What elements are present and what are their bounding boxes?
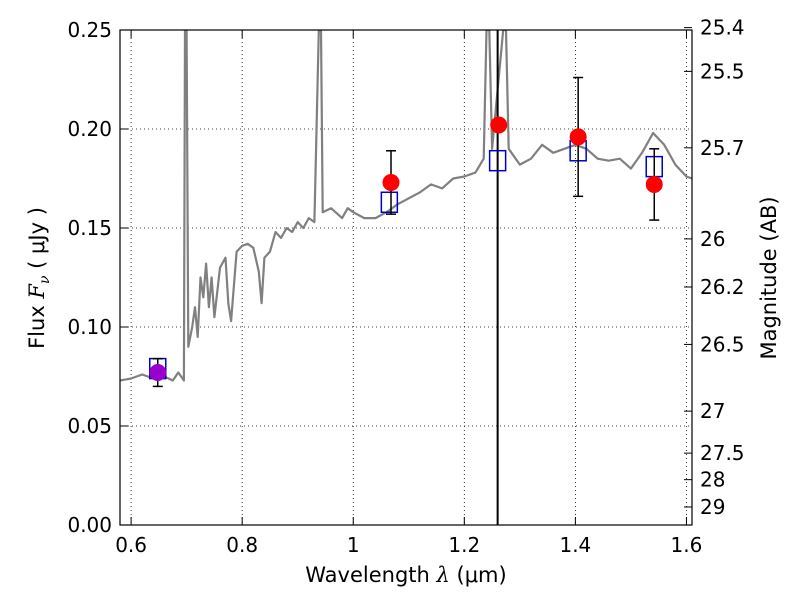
y-tick-label: 0.20 bbox=[67, 117, 112, 141]
y2-tick-label: 27.5 bbox=[700, 441, 745, 465]
x-tick-label: 1.4 bbox=[559, 533, 591, 557]
y2-tick-label: 26.2 bbox=[700, 275, 745, 299]
y-tick-label: 0.00 bbox=[67, 513, 112, 537]
y-tick-label: 0.05 bbox=[67, 414, 112, 438]
y2-tick-label: 26.5 bbox=[700, 332, 745, 356]
error-bars bbox=[152, 76, 660, 388]
model-box bbox=[380, 191, 399, 214]
plot-frame bbox=[119, 29, 693, 526]
plot-border bbox=[119, 29, 693, 526]
y-tick-label: 0.10 bbox=[67, 315, 112, 339]
x-tick-label: 1 bbox=[347, 533, 360, 557]
y2-tick-label: 27 bbox=[700, 399, 725, 423]
y2-tick-label: 25.4 bbox=[700, 16, 745, 40]
observed-point bbox=[149, 364, 167, 382]
y2-tick-label: 25.7 bbox=[700, 136, 745, 160]
y-axis-label: Flux Fν ( μJy ) bbox=[25, 207, 53, 349]
x-axis-label: Wavelength λ (μm) bbox=[305, 563, 506, 587]
observed-point bbox=[490, 116, 508, 134]
x-tick-label: 0.6 bbox=[115, 533, 147, 557]
y2-axis-label: Magnitude (AB) bbox=[757, 196, 781, 359]
model-box bbox=[488, 149, 507, 172]
y-tick-label: 0.15 bbox=[67, 216, 112, 240]
y-tick-label: 0.25 bbox=[67, 18, 112, 42]
y2-tick-label: 28 bbox=[700, 468, 725, 492]
x-tick-label: 1.6 bbox=[671, 533, 703, 557]
observed-point bbox=[645, 175, 663, 193]
y2-tick-label: 26 bbox=[700, 227, 725, 251]
x-tick-label: 1.2 bbox=[448, 533, 480, 557]
axis-ticks: 0.6 0.8 1 1.2 1.4 1.6 0.00 0.05 0.10 0.15 0.20 0.25… bbox=[67, 16, 744, 557]
model-spectrum bbox=[120, 30, 692, 382]
y2-tick-label: 25.5 bbox=[700, 59, 745, 83]
x-tick-label: 0.8 bbox=[226, 533, 258, 557]
observed-points bbox=[149, 116, 663, 382]
observed-point bbox=[569, 128, 587, 146]
observed-point bbox=[382, 173, 400, 191]
y2-tick-label: 29 bbox=[700, 495, 725, 519]
spectrum-line bbox=[120, 30, 692, 382]
